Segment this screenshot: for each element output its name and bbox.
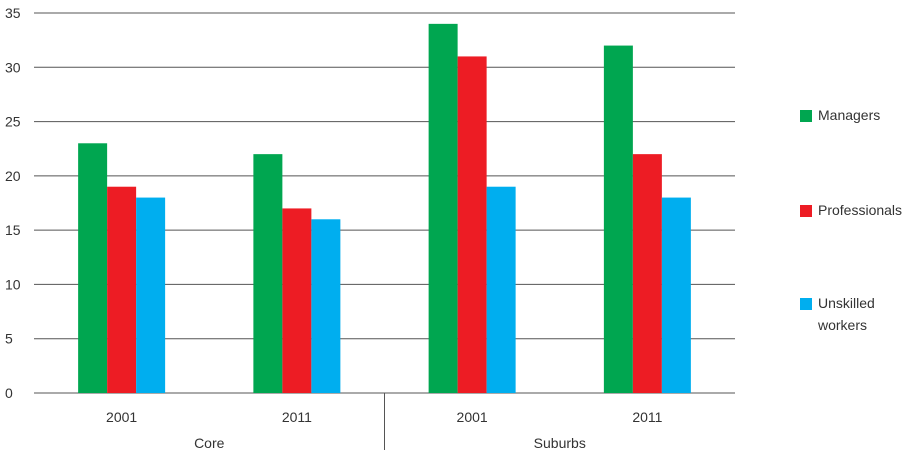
bar-managers: [253, 154, 283, 393]
bar-professionals: [282, 208, 312, 393]
legend-swatch-professionals: [800, 205, 812, 217]
bar-unskilled-workers: [136, 197, 166, 393]
y-tick-label: 25: [5, 114, 21, 130]
bar-professionals: [457, 56, 487, 394]
bar-professionals: [632, 154, 662, 393]
x-tick-label: 2011: [632, 409, 662, 425]
legend-item-professionals: Professionals: [800, 202, 902, 221]
group-label: Suburbs: [534, 435, 586, 451]
legend-swatch-unskilled-workers: [800, 298, 812, 310]
bar-unskilled-workers: [486, 186, 516, 393]
bar-unskilled-workers: [311, 219, 341, 393]
x-tick-label: 2001: [106, 409, 137, 425]
bar-managers: [78, 143, 108, 393]
y-tick-label: 35: [5, 5, 21, 21]
bar-chart: 0 5 10 15 20 25 30 35 2001 2011 2001 2011 Core Suburb…: [5, 5, 735, 451]
bar-unskilled-workers: [661, 197, 691, 393]
y-tick-label: 30: [5, 59, 21, 75]
y-tick-label: 20: [5, 168, 21, 184]
legend-swatch-managers: [800, 110, 812, 122]
legend-label-unskilled-workers: Unskilled workers: [818, 295, 875, 333]
x-tick-label: 2011: [282, 409, 312, 425]
bar-professionals: [107, 186, 137, 393]
y-tick-label: 0: [5, 385, 13, 401]
bar-managers: [603, 45, 633, 393]
legend: Managers Professionals Unskilled workers: [800, 0, 918, 454]
x-tick-label: 2001: [457, 409, 488, 425]
legend-label-managers: Managers: [818, 107, 881, 123]
bar-managers: [428, 23, 458, 393]
legend-item-managers: Managers: [800, 107, 880, 126]
group-label: Core: [194, 435, 225, 451]
legend-label-professionals: Professionals: [818, 202, 903, 218]
legend-item-unskilled-workers: Unskilled workers: [800, 295, 880, 336]
y-tick-label: 10: [5, 276, 21, 292]
y-tick-label: 15: [5, 222, 21, 238]
y-tick-label: 5: [5, 331, 13, 347]
